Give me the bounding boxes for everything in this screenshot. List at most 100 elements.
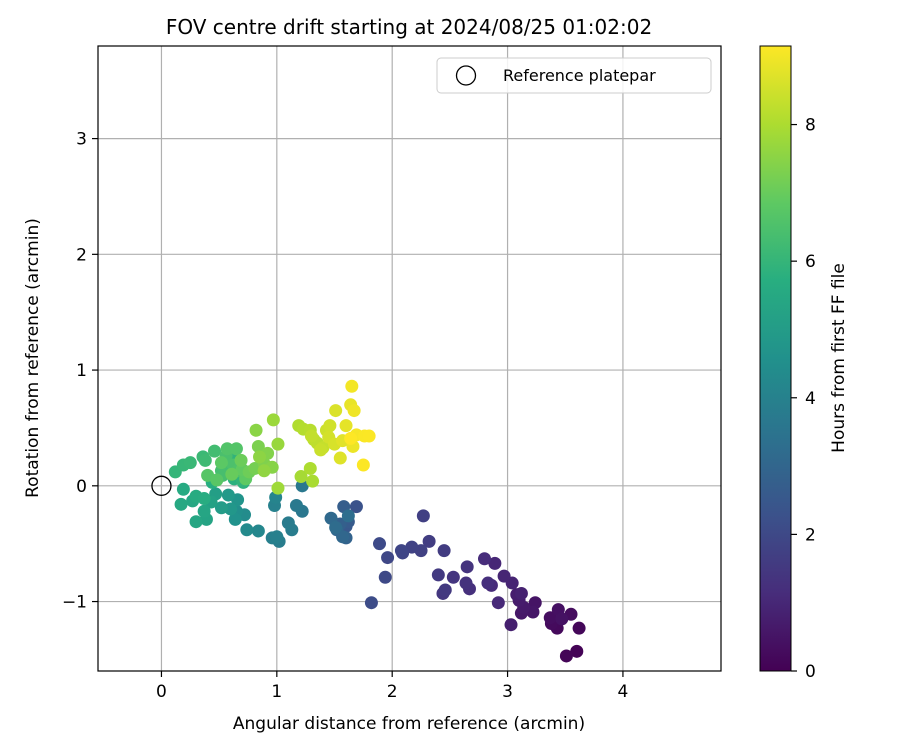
- scatter-point: [491, 596, 505, 610]
- colorbar-tick-label: 8: [805, 116, 816, 136]
- y-tick-label: 1: [76, 361, 87, 381]
- scatter-point: [345, 379, 359, 393]
- colorbar-ticks: 0 2 4 6 8: [791, 116, 816, 682]
- scatter-point: [253, 450, 267, 464]
- chart-title: FOV centre drift starting at 2024/08/25 …: [166, 15, 652, 39]
- x-tick-label: 1: [271, 682, 282, 702]
- scatter-point: [329, 404, 343, 418]
- scatter-point: [314, 443, 328, 457]
- scatter-point: [270, 530, 284, 544]
- scatter-point: [285, 523, 299, 537]
- scatter-point: [183, 456, 197, 470]
- x-tick-label: 2: [387, 682, 398, 702]
- scatter-point: [373, 537, 387, 551]
- scatter-point: [356, 458, 370, 472]
- scatter-point: [306, 474, 320, 488]
- y-tick-label: 3: [76, 130, 87, 150]
- scatter-point: [559, 649, 573, 663]
- scatter-point: [488, 556, 502, 570]
- scatter-point: [214, 456, 228, 470]
- scatter-point: [394, 544, 408, 558]
- scatter-point: [304, 429, 318, 443]
- x-tick-label: 3: [502, 682, 513, 702]
- legend-box: [436, 57, 712, 94]
- scatter-point: [329, 520, 343, 534]
- y-axis-ticks: −1 0 1 2 3: [62, 130, 98, 613]
- y-tick-label: 0: [76, 477, 87, 497]
- scatter-point: [303, 461, 317, 475]
- legend-marker-open-circle-icon: [455, 65, 477, 86]
- scatter-point: [210, 473, 224, 487]
- scatter-point: [459, 576, 473, 590]
- scatter-point: [362, 429, 376, 443]
- scatter-point: [514, 586, 528, 600]
- scatter-point: [378, 570, 392, 584]
- scatter-point: [229, 442, 243, 456]
- scatter-point: [347, 404, 361, 418]
- scatter-point: [438, 583, 452, 597]
- scatter-point: [344, 431, 358, 445]
- scatter-point: [251, 439, 265, 453]
- x-tick-label: 0: [156, 682, 167, 702]
- scatter-point: [221, 488, 235, 502]
- legend: Reference platepar: [436, 57, 712, 94]
- colorbar-tick-label: 4: [805, 389, 816, 409]
- scatter-point: [572, 621, 586, 635]
- x-axis-label: Angular distance from reference (arcmin): [233, 714, 585, 734]
- colorbar-tick-label: 0: [805, 662, 816, 682]
- scatter-point: [416, 509, 430, 523]
- scatter-point: [225, 467, 239, 481]
- scatter-point: [197, 492, 211, 506]
- scatter-point: [422, 534, 436, 548]
- reference-platepar-point: [151, 475, 172, 496]
- scatter-point: [251, 524, 265, 538]
- scatter-point: [234, 453, 248, 467]
- scatter-point: [266, 413, 280, 427]
- colorbar-label: Hours from first FF file: [829, 263, 849, 453]
- scatter-point: [197, 504, 211, 518]
- scatter-point: [431, 568, 445, 582]
- scatter-point: [289, 498, 303, 512]
- scatter-point: [220, 442, 234, 456]
- scatter-point: [323, 419, 337, 433]
- scatter-point: [294, 470, 308, 484]
- scatter-point: [257, 464, 271, 478]
- legend-label: Reference platepar: [503, 66, 656, 85]
- scatter-point: [481, 576, 495, 590]
- scatter-point: [189, 515, 203, 529]
- scatter-point: [570, 644, 584, 658]
- y-tick-label: 2: [76, 245, 87, 265]
- scatter-point: [381, 551, 395, 565]
- scatter-point: [271, 437, 285, 451]
- scatter-point: [271, 481, 285, 495]
- scatter-point: [349, 500, 363, 514]
- scatter-point: [460, 560, 474, 574]
- scatter-point: [174, 497, 188, 511]
- scatter-point: [176, 482, 190, 496]
- scatter-point: [364, 596, 378, 610]
- scatter-point: [249, 423, 263, 437]
- scatter-point: [198, 453, 212, 467]
- scatter-point: [339, 419, 353, 433]
- scatter-point: [504, 618, 518, 632]
- scatter-point: [477, 552, 491, 566]
- scatter-point: [437, 544, 451, 558]
- scatter-point: [228, 512, 242, 526]
- colorbar-tick-label: 6: [805, 252, 816, 272]
- colorbar-tick-label: 2: [805, 525, 816, 545]
- scatter-point: [336, 530, 350, 544]
- plot-frame: [97, 45, 722, 672]
- scatter-points: [168, 379, 586, 663]
- scatter-point: [341, 509, 355, 523]
- x-axis-ticks: 0 1 2 3 4: [156, 671, 628, 702]
- scatter-point: [555, 612, 569, 626]
- scatter-point: [208, 444, 222, 458]
- x-tick-label: 4: [618, 682, 629, 702]
- reference-marker: [151, 475, 172, 496]
- scatter-point: [446, 570, 460, 584]
- scatter-point: [214, 501, 228, 515]
- grid: [98, 46, 721, 671]
- scatter-point: [543, 611, 557, 625]
- colorbar: [759, 45, 792, 672]
